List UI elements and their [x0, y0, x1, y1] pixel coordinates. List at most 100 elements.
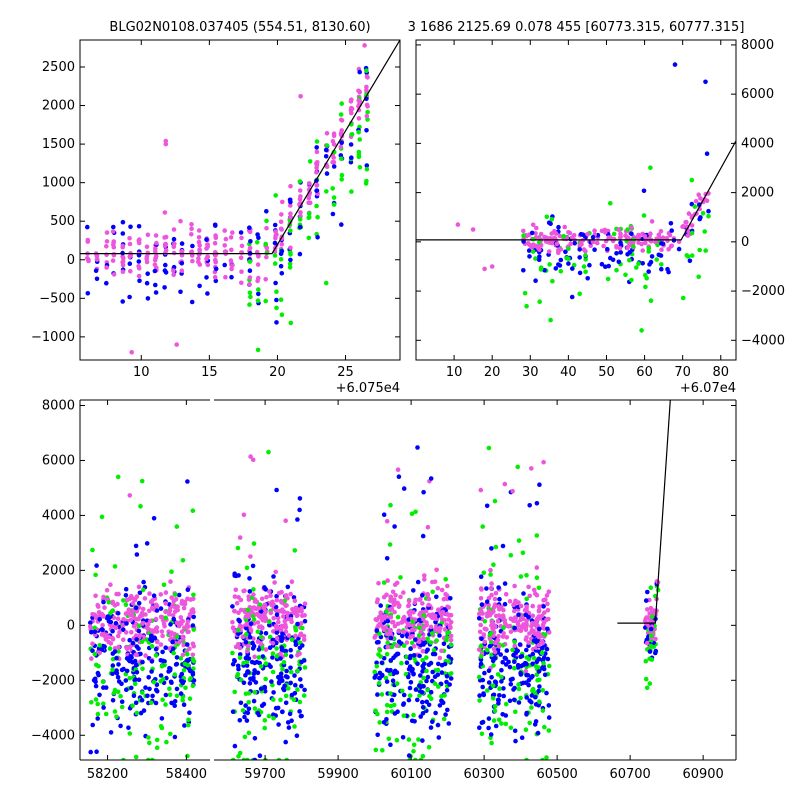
data-point [144, 256, 149, 262]
data-point [446, 659, 452, 664]
data-point [481, 632, 487, 637]
data-point [493, 590, 499, 596]
data-point [388, 635, 394, 641]
data-point [499, 674, 504, 680]
data-point [658, 228, 664, 234]
data-point [420, 593, 425, 598]
data-point [439, 670, 445, 675]
data-point [487, 644, 493, 649]
data-point [581, 264, 587, 269]
data-point [232, 658, 237, 664]
data-point [491, 663, 496, 668]
data-point [239, 269, 244, 275]
data-point [606, 263, 611, 269]
x-tick-label: 80 [712, 365, 729, 380]
data-point [306, 181, 312, 186]
data-point [441, 641, 447, 647]
data-point [158, 606, 164, 611]
data-point [178, 621, 184, 627]
y-tick-label: 4000 [741, 136, 774, 151]
data-point [271, 574, 276, 579]
data-point [244, 718, 250, 723]
data-point [689, 201, 695, 207]
data-point [480, 524, 486, 529]
data-point [178, 615, 184, 620]
data-point [420, 648, 426, 654]
data-point [288, 320, 294, 326]
data-point [255, 291, 261, 297]
data-point [680, 224, 686, 229]
data-point [187, 696, 193, 701]
data-point [645, 589, 650, 595]
data-point [644, 275, 649, 281]
data-point [148, 618, 153, 624]
data-point [196, 252, 202, 257]
data-point [247, 275, 253, 280]
y-tick-label: 1500 [42, 137, 75, 152]
data-point [145, 296, 151, 301]
data-point [111, 242, 116, 248]
data-point [120, 244, 125, 250]
data-point [129, 630, 134, 635]
data-point [191, 627, 196, 632]
data-point [255, 629, 261, 634]
data-point [324, 189, 329, 194]
data-point [108, 619, 114, 625]
chart-top-right: 10 20 30 40 50 60 70 80 −4000 −2000 0 2000 4000 6000 8… [415, 38, 785, 396]
data-point [241, 588, 246, 594]
data-point [696, 192, 701, 197]
data-point [676, 246, 682, 252]
data-point [273, 569, 279, 575]
data-point [243, 703, 248, 708]
data-point [506, 659, 511, 665]
data-point [95, 701, 100, 707]
data-point [258, 615, 264, 620]
data-point [247, 576, 252, 581]
data-point [323, 154, 329, 159]
data-point [110, 671, 115, 676]
data-point [266, 713, 272, 719]
data-point [314, 165, 319, 171]
data-point [288, 203, 293, 208]
data-point [530, 613, 536, 619]
data-point [130, 601, 136, 606]
data-point [417, 653, 422, 659]
data-point [89, 700, 94, 705]
data-point [654, 257, 659, 262]
data-point [704, 151, 710, 156]
data-point [124, 656, 130, 661]
data-point [434, 594, 439, 600]
data-point [133, 754, 139, 760]
data-point [124, 687, 129, 692]
data-point [274, 612, 280, 617]
data-point [569, 294, 575, 300]
data-point [180, 652, 186, 658]
data-point [378, 603, 384, 608]
data-point [356, 98, 362, 103]
data-point [154, 639, 160, 645]
data-point [213, 223, 218, 228]
data-point [393, 653, 398, 658]
data-point [268, 664, 273, 669]
data-point [180, 558, 186, 563]
data-point [395, 614, 401, 620]
data-point [439, 616, 445, 622]
data-point [89, 629, 94, 635]
data-point [230, 650, 235, 656]
data-point [101, 594, 106, 600]
data-point [255, 275, 261, 281]
left-title: BLG02N0108.037405 (554.51, 8130.60) [109, 20, 370, 35]
data-point [94, 253, 100, 259]
data-point [566, 230, 571, 235]
data-point [379, 660, 385, 666]
data-point [406, 610, 412, 615]
data-point [171, 650, 176, 656]
data-point [630, 240, 636, 246]
data-point [236, 666, 241, 672]
x-tick-label: 20 [269, 365, 286, 380]
data-point [288, 245, 293, 251]
data-point [190, 258, 195, 264]
data-point [566, 256, 571, 262]
data-point [110, 258, 116, 263]
data-point [647, 649, 653, 654]
